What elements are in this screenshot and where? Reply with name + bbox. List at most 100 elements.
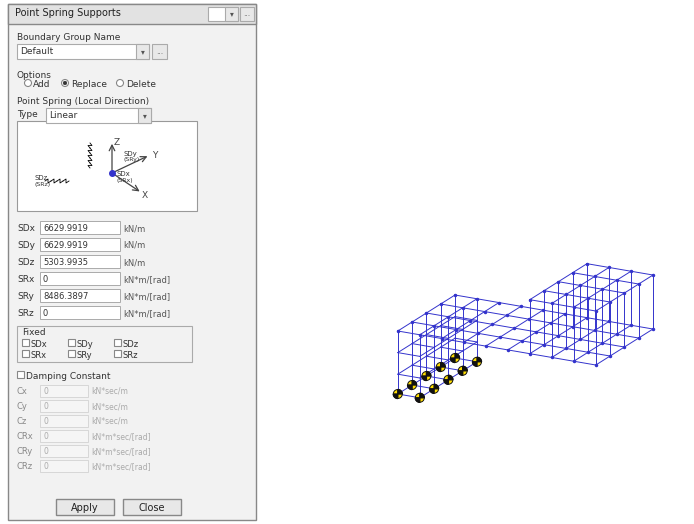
Text: (SRz): (SRz) <box>35 182 51 187</box>
Text: Linear: Linear <box>49 111 77 120</box>
Bar <box>8 4 256 24</box>
Text: Replace: Replace <box>71 80 107 89</box>
Polygon shape <box>477 357 482 362</box>
Bar <box>40 306 120 319</box>
Bar <box>40 445 88 457</box>
Polygon shape <box>458 371 463 375</box>
Text: Cz: Cz <box>17 417 27 426</box>
Text: SDy: SDy <box>17 241 35 250</box>
Text: Boundary Group Name: Boundary Group Name <box>17 33 120 42</box>
Text: Z: Z <box>114 138 120 147</box>
Polygon shape <box>450 358 455 363</box>
Polygon shape <box>437 367 441 372</box>
Text: (SRx): (SRx) <box>117 178 134 183</box>
Circle shape <box>63 81 67 85</box>
Text: Point Spring (Local Direction): Point Spring (Local Direction) <box>17 97 149 106</box>
Bar <box>40 272 120 285</box>
Text: (SRy): (SRy) <box>124 157 140 162</box>
Text: SRx: SRx <box>17 275 35 284</box>
Bar <box>114 339 121 346</box>
Text: 0: 0 <box>44 447 49 456</box>
Text: SDy: SDy <box>77 340 94 349</box>
Bar <box>22 339 29 346</box>
Circle shape <box>393 389 403 398</box>
Text: kN/m: kN/m <box>123 241 145 250</box>
Circle shape <box>444 375 453 384</box>
Bar <box>46 108 151 123</box>
Text: SRy: SRy <box>77 351 92 360</box>
Text: CRz: CRz <box>17 462 33 471</box>
Text: SRz: SRz <box>123 351 139 360</box>
Text: 0: 0 <box>44 417 49 426</box>
Text: kN*m*sec/[rad]: kN*m*sec/[rad] <box>91 447 151 456</box>
Bar <box>17 121 197 211</box>
Text: kN/m: kN/m <box>123 224 145 233</box>
Bar <box>138 108 151 123</box>
Bar <box>68 350 75 357</box>
Text: Type: Type <box>17 110 37 119</box>
Text: 0: 0 <box>44 402 49 411</box>
Text: kN*m*sec/[rad]: kN*m*sec/[rad] <box>91 462 151 471</box>
Bar <box>68 339 75 346</box>
Text: SRy: SRy <box>17 292 34 301</box>
Text: Default: Default <box>20 47 53 56</box>
Circle shape <box>422 372 431 380</box>
Polygon shape <box>420 394 424 398</box>
Text: 0: 0 <box>44 432 49 441</box>
Bar <box>40 400 88 412</box>
Text: kN*sec/m: kN*sec/m <box>91 387 128 396</box>
Text: SDy: SDy <box>124 151 137 157</box>
Text: Apply: Apply <box>71 503 99 513</box>
Bar <box>56 499 114 515</box>
Text: kN*m/[rad]: kN*m/[rad] <box>123 292 170 301</box>
Text: ▾: ▾ <box>143 111 147 120</box>
Polygon shape <box>426 372 431 376</box>
Text: kN*sec/m: kN*sec/m <box>91 417 128 426</box>
Text: ▾: ▾ <box>141 47 145 56</box>
Text: SDx: SDx <box>17 224 35 233</box>
Bar <box>17 371 24 378</box>
Text: SDx: SDx <box>117 171 130 177</box>
Text: SDz: SDz <box>123 340 139 349</box>
Text: SDx: SDx <box>31 340 48 349</box>
Text: X: X <box>142 191 148 200</box>
Polygon shape <box>393 394 398 398</box>
Bar <box>40 385 88 397</box>
Text: Options: Options <box>17 71 52 80</box>
Circle shape <box>430 384 439 394</box>
Text: 0: 0 <box>43 275 49 284</box>
Circle shape <box>62 80 69 86</box>
Circle shape <box>117 80 124 86</box>
Polygon shape <box>434 384 439 389</box>
Bar <box>114 350 121 357</box>
Text: SRz: SRz <box>17 309 34 318</box>
Polygon shape <box>407 385 412 389</box>
Circle shape <box>458 366 467 375</box>
Polygon shape <box>430 389 434 394</box>
Bar <box>40 415 88 427</box>
Bar <box>40 238 120 251</box>
Polygon shape <box>463 366 467 371</box>
Bar <box>22 350 29 357</box>
Circle shape <box>24 80 31 86</box>
Circle shape <box>450 354 459 363</box>
Text: kN*sec/m: kN*sec/m <box>91 402 128 411</box>
Polygon shape <box>448 375 453 380</box>
Bar <box>8 4 256 520</box>
Circle shape <box>473 357 482 366</box>
Text: 0: 0 <box>44 462 49 471</box>
Polygon shape <box>444 380 448 384</box>
Bar <box>123 499 181 515</box>
Polygon shape <box>398 389 403 394</box>
Text: Close: Close <box>139 503 165 513</box>
Polygon shape <box>415 398 420 402</box>
Text: SDz: SDz <box>35 175 49 181</box>
Bar <box>152 44 167 59</box>
Polygon shape <box>455 354 459 358</box>
Text: kN/m: kN/m <box>123 258 145 267</box>
Text: Cx: Cx <box>17 387 28 396</box>
Bar <box>17 326 192 362</box>
Bar <box>40 255 120 268</box>
Text: 0: 0 <box>43 309 49 318</box>
Text: ...: ... <box>156 47 163 56</box>
